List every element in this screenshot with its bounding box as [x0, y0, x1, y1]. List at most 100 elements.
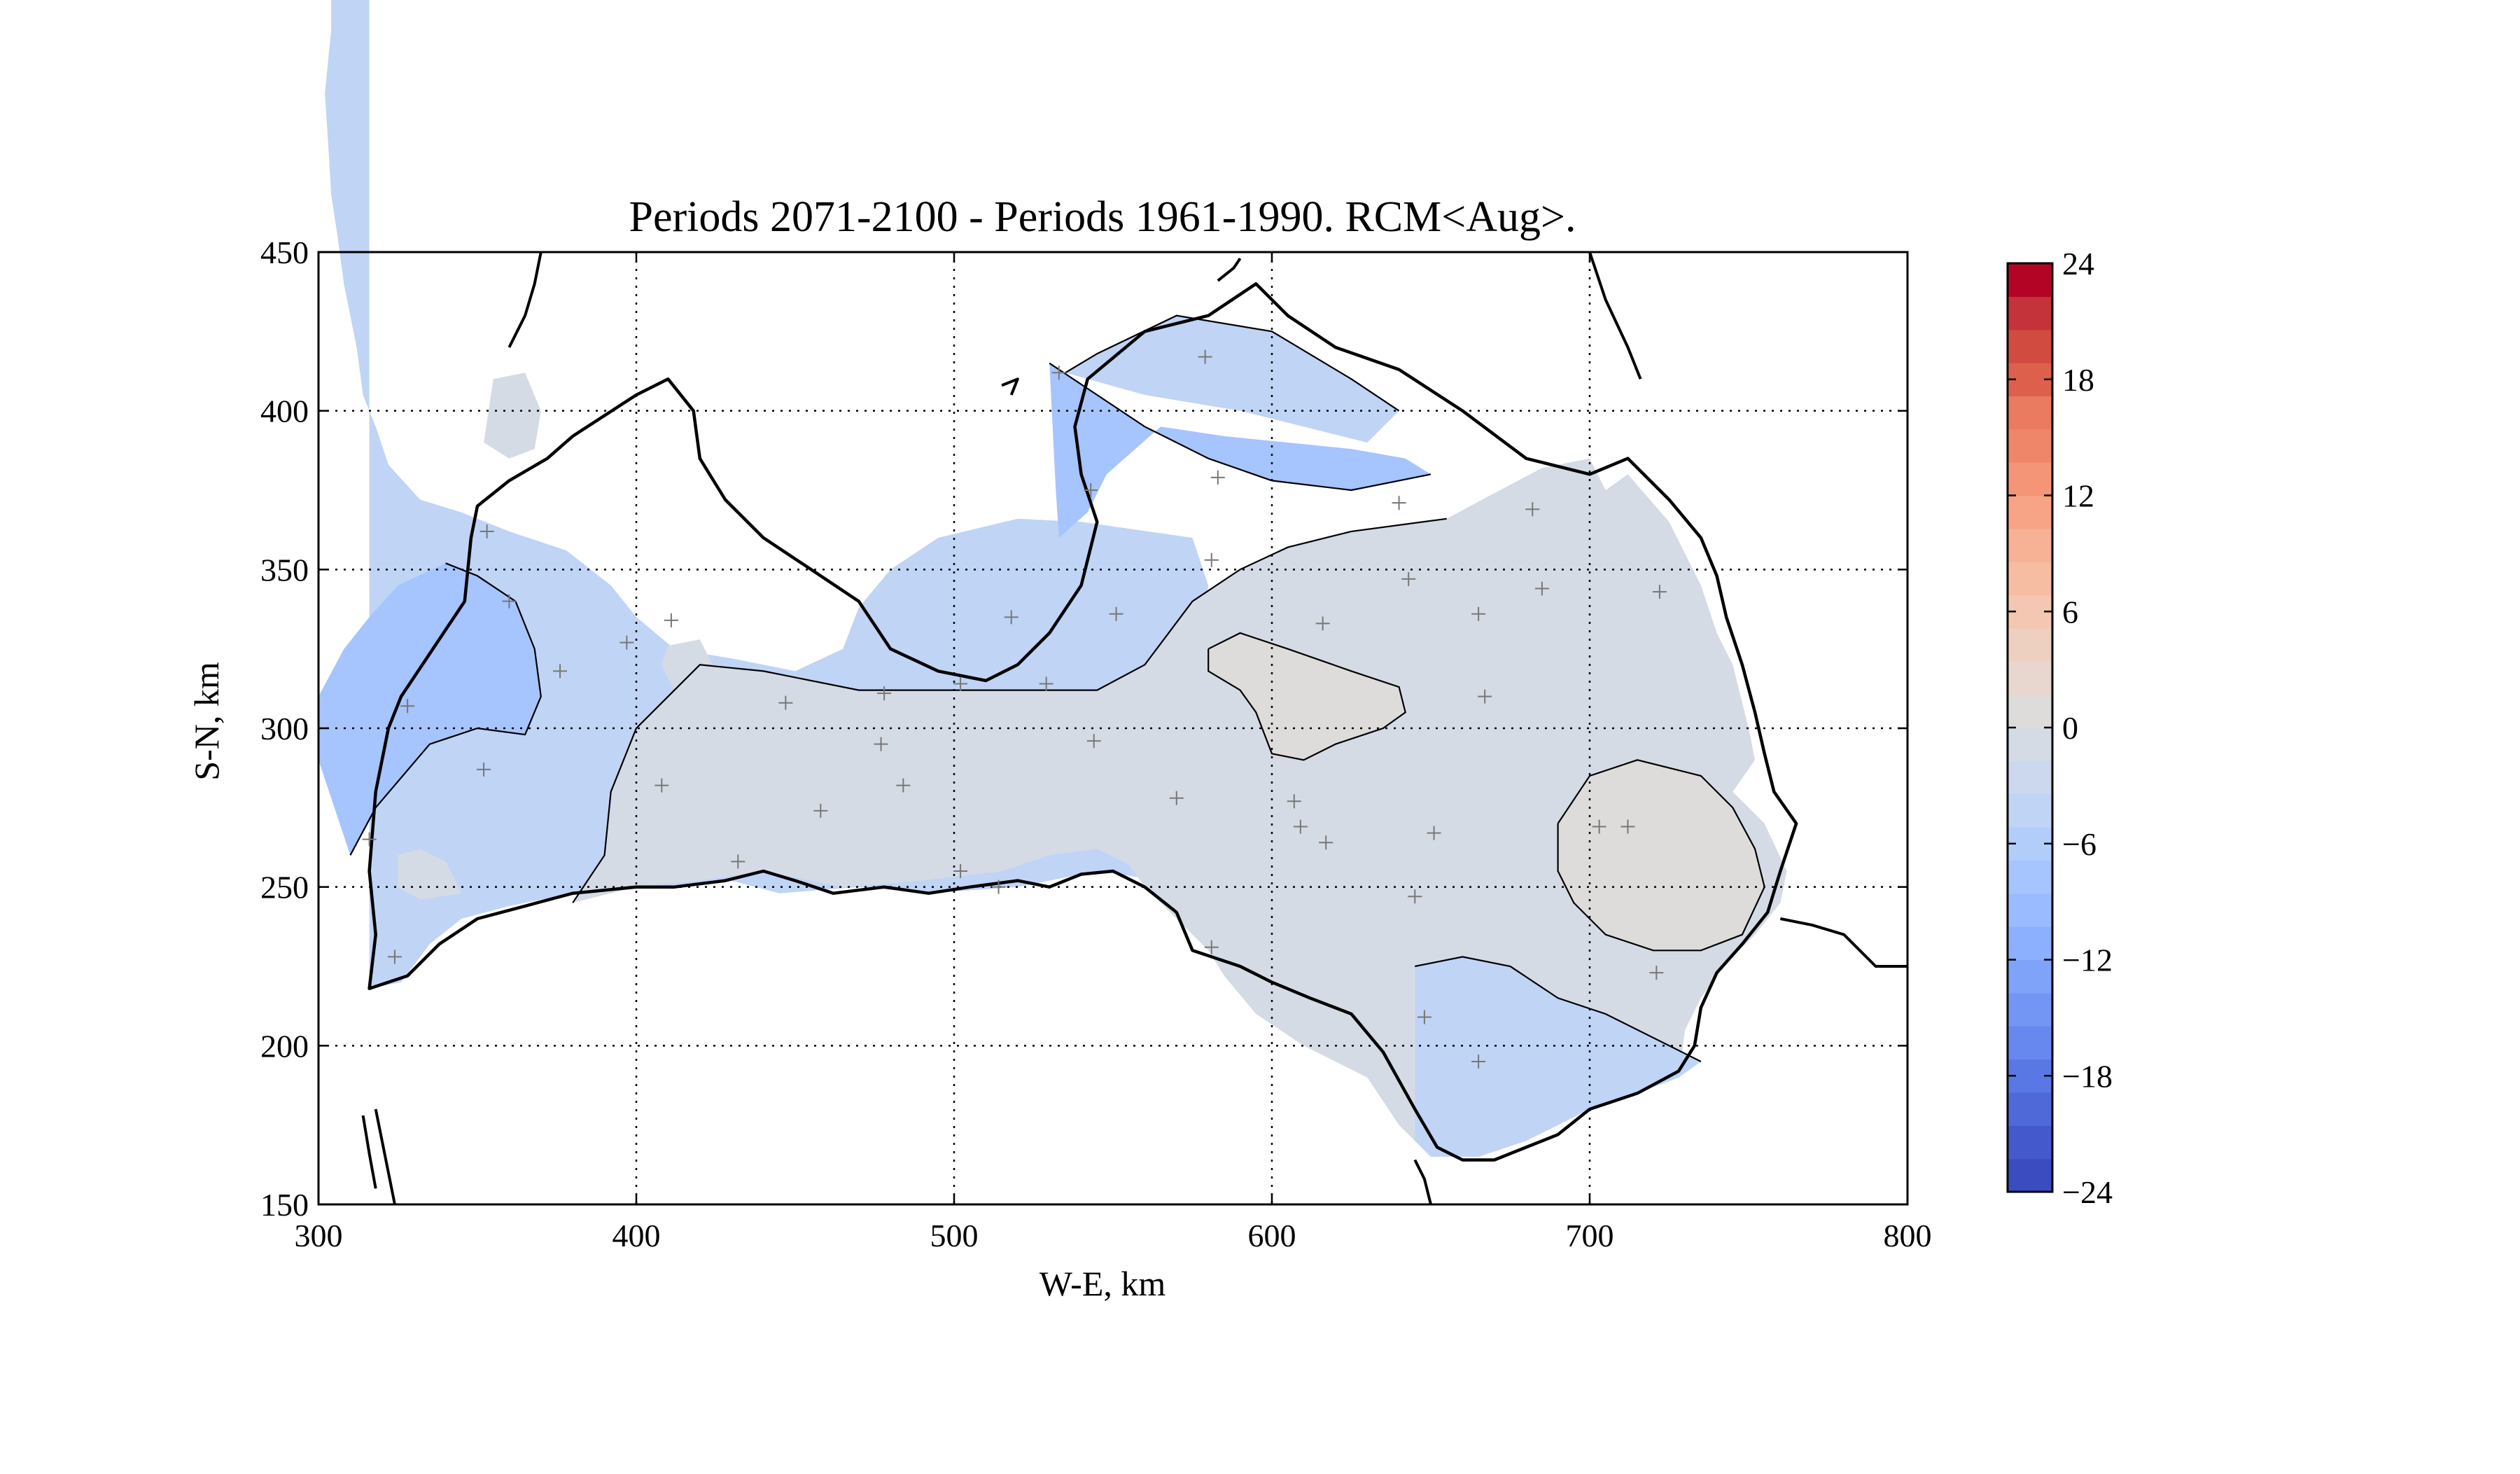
station-marker-5	[502, 594, 517, 609]
station-marker-39	[1471, 606, 1486, 621]
station-marker-19	[1004, 610, 1018, 625]
station-marker-20	[1039, 676, 1054, 691]
station-marker-38	[1427, 826, 1441, 840]
colorbar-segment-11	[2008, 793, 2052, 828]
colorbar-segment-20	[2008, 495, 2052, 529]
colorbar-segment-13	[2008, 728, 2052, 761]
station-marker-45	[1620, 819, 1635, 834]
x-tick-label-400: 400	[612, 1218, 661, 1253]
station-marker-44	[1592, 819, 1606, 834]
station-marker-42	[1525, 502, 1540, 517]
coastline-3	[1217, 257, 1242, 282]
contour-fill-region-6	[1208, 633, 1406, 760]
x-tick-label-500: 500	[930, 1218, 979, 1253]
station-marker-25	[1169, 791, 1184, 805]
country-border	[368, 282, 1798, 1162]
y-tick-label-400: 400	[260, 394, 309, 429]
coastline-7	[1413, 1159, 1432, 1205]
station-marker-11	[778, 695, 793, 710]
colorbar-segment-2	[2008, 1092, 2052, 1126]
y-axis-title: S-N, km	[187, 662, 226, 781]
y-tick-label-300: 300	[260, 711, 309, 746]
colorbar-tick-label-12: 12	[2062, 478, 2094, 514]
station-marker-37	[1417, 1010, 1432, 1024]
station-marker-30	[1287, 794, 1301, 809]
station-marker-9	[664, 613, 678, 627]
colorbar-segment-4	[2008, 1026, 2052, 1060]
station-marker-36	[1408, 889, 1422, 904]
station-marker-43	[1534, 581, 1549, 596]
colorbar-tick-label--24: −24	[2062, 1174, 2113, 1210]
contour-line-3	[1557, 759, 1765, 952]
station-marker-26	[1198, 349, 1212, 364]
station-marker-10	[731, 854, 746, 869]
x-tick-label-700: 700	[1566, 1218, 1614, 1253]
x-tick-label-800: 800	[1884, 1218, 1932, 1253]
station-marker-46	[1649, 966, 1664, 980]
coastline-2	[507, 251, 542, 348]
colorbar-segment-15	[2008, 661, 2052, 695]
station-marker-40	[1471, 1055, 1486, 1069]
y-tick-label-200: 200	[260, 1028, 309, 1064]
colorbar-segment-7	[2008, 926, 2052, 961]
contour-fill-region-2	[1049, 363, 1431, 538]
y-tick-label-350: 350	[260, 552, 309, 587]
x-axis-title: W-E, km	[1040, 1264, 1166, 1303]
station-marker-0	[362, 832, 377, 847]
station-marker-16	[953, 864, 968, 878]
colorbar-segment-1	[2008, 1125, 2052, 1160]
coastline-6	[1780, 917, 1907, 968]
contour-line-4	[1415, 956, 1702, 1062]
colorbar-segment-9	[2008, 860, 2052, 894]
colorbar-tick-label-18: 18	[2062, 362, 2094, 398]
contour-fill-region-7	[1558, 760, 1765, 951]
station-marker-28	[1204, 552, 1219, 567]
colorbar-segment-8	[2008, 893, 2052, 927]
colorbar: −24 −18 −12 −6 0 6 12 18 24	[2006, 246, 2113, 1210]
contour-line-1	[572, 517, 1447, 903]
station-marker-23	[1086, 734, 1101, 749]
coastline-1	[361, 1115, 377, 1189]
colorbar-segment-14	[2008, 694, 2052, 728]
plot-area: 300 400 500 600 700 800 150 200 250 300 350 400 450	[260, 0, 1932, 1253]
colorbar-tick-label--6: −6	[2062, 826, 2096, 862]
station-marker-3	[477, 762, 491, 777]
contour-fill-region-9	[484, 373, 541, 459]
station-marker-35	[1401, 571, 1416, 586]
station-marker-33	[1315, 616, 1330, 631]
colorbar-segment-0	[2008, 1158, 2052, 1193]
x-tick-label-600: 600	[1248, 1218, 1296, 1253]
station-marker-17	[953, 676, 968, 691]
station-marker-13	[874, 737, 888, 751]
y-tick-label-450: 450	[260, 235, 309, 270]
station-marker-34	[1392, 496, 1406, 510]
contour-fill-region-3	[1065, 315, 1399, 443]
station-marker-8	[654, 778, 669, 793]
station-marker-27	[1204, 940, 1219, 954]
colorbar-segment-6	[2008, 959, 2052, 994]
contour-line-2	[1208, 632, 1406, 761]
chart-title: Periods 2071-2100 - Periods 1961-1990. R…	[629, 193, 1576, 241]
colorbar-tick-label--18: −18	[2062, 1058, 2113, 1094]
station-marker-4	[479, 524, 494, 538]
y-tick-label-250: 250	[260, 870, 309, 905]
colorbar-segment-21	[2008, 462, 2052, 496]
contour-line-6	[1065, 314, 1400, 412]
colorbar-segment-23	[2008, 396, 2052, 430]
station-marker-15	[896, 778, 911, 793]
station-marker-47	[1652, 585, 1667, 599]
colorbar-segment-18	[2008, 562, 2052, 596]
contour-line-0	[349, 562, 542, 856]
station-marker-22	[1084, 483, 1098, 497]
station-marker-1	[387, 950, 402, 964]
contour-fill-region-5	[1415, 957, 1701, 1157]
colorbar-segment-25	[2008, 329, 2052, 363]
station-marker-2	[400, 699, 415, 714]
station-marker-31	[1293, 819, 1308, 834]
station-marker-21	[1051, 366, 1066, 380]
station-marker-12	[813, 803, 828, 818]
colorbar-segment-22	[2008, 429, 2052, 463]
colorbar-tick-label-0: 0	[2062, 710, 2078, 746]
station-marker-14	[877, 686, 892, 701]
